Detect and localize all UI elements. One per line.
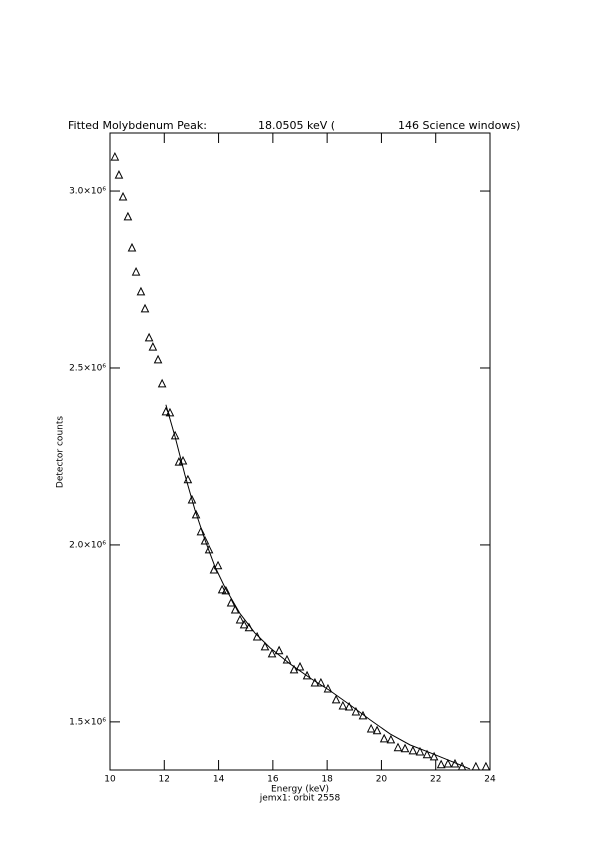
data-point (114, 169, 124, 179)
x-tick-label: 24 (484, 775, 496, 785)
data-point (351, 706, 361, 716)
data-point (415, 746, 425, 756)
fit-line (165, 404, 471, 770)
x-tick-label: 12 (159, 775, 170, 785)
y-tick-label: 2.0×10⁶ (69, 540, 106, 550)
data-point (153, 354, 163, 364)
data-point (196, 526, 206, 536)
data-point (289, 664, 299, 674)
data-point (217, 584, 227, 594)
x-tick-label: 10 (104, 775, 116, 785)
data-point (379, 733, 389, 743)
data-point (443, 758, 453, 768)
data-point (331, 694, 341, 704)
x-axis-label: Energy (keV) (271, 785, 329, 795)
y-tick-label: 2.5×10⁶ (69, 363, 106, 373)
x-tick-label: 20 (376, 775, 388, 785)
data-point (148, 341, 158, 351)
data-point (200, 535, 210, 545)
data-point (481, 761, 491, 771)
data-point (344, 701, 354, 711)
data-point (471, 761, 481, 771)
data-point (118, 191, 128, 201)
data-point (123, 211, 133, 221)
data-point (239, 619, 249, 629)
x-tick-label: 14 (213, 775, 225, 785)
data-point (338, 700, 348, 710)
data-point (429, 751, 439, 761)
data-point (191, 509, 201, 519)
data-point (400, 743, 410, 753)
data-point (302, 670, 312, 680)
data-point (110, 151, 120, 161)
data-point (131, 266, 141, 276)
data-point (140, 303, 150, 313)
chart-title: 146 Science windows) (398, 119, 520, 132)
data-point (157, 378, 167, 388)
data-point (422, 749, 432, 759)
data-point (316, 677, 326, 687)
x-tick-label: 16 (267, 775, 279, 785)
data-point (372, 725, 382, 735)
data-point (386, 734, 396, 744)
data-point (230, 604, 240, 614)
data-point (267, 648, 277, 658)
data-point (393, 742, 403, 752)
data-point (213, 560, 223, 570)
data-point (204, 544, 214, 554)
data-point (226, 597, 236, 607)
data-point (127, 242, 137, 252)
data-point (274, 645, 284, 655)
x-tick-label: 22 (430, 775, 441, 785)
data-point (144, 332, 154, 342)
data-point (136, 286, 146, 296)
chart-title: 18.0505 keV ( (258, 119, 335, 132)
data-point (221, 585, 231, 595)
plot-frame (109, 132, 491, 771)
y-tick-label: 1.5×10⁶ (69, 717, 106, 727)
data-point (187, 494, 197, 504)
x-tick-label: 18 (321, 775, 333, 785)
data-point (235, 614, 245, 624)
subtitle: jemx1: orbit 2558 (259, 794, 341, 804)
y-axis-label: Detector counts (56, 416, 66, 488)
data-point (408, 745, 418, 755)
data-point (209, 564, 219, 574)
chart-title: Fitted Molybdenum Peak: (68, 119, 207, 132)
data-point (366, 723, 376, 733)
data-point (252, 631, 262, 641)
data-point (295, 661, 305, 671)
data-point (260, 641, 270, 651)
y-tick-label: 3.0×10⁶ (69, 187, 106, 197)
data-point (436, 759, 446, 769)
